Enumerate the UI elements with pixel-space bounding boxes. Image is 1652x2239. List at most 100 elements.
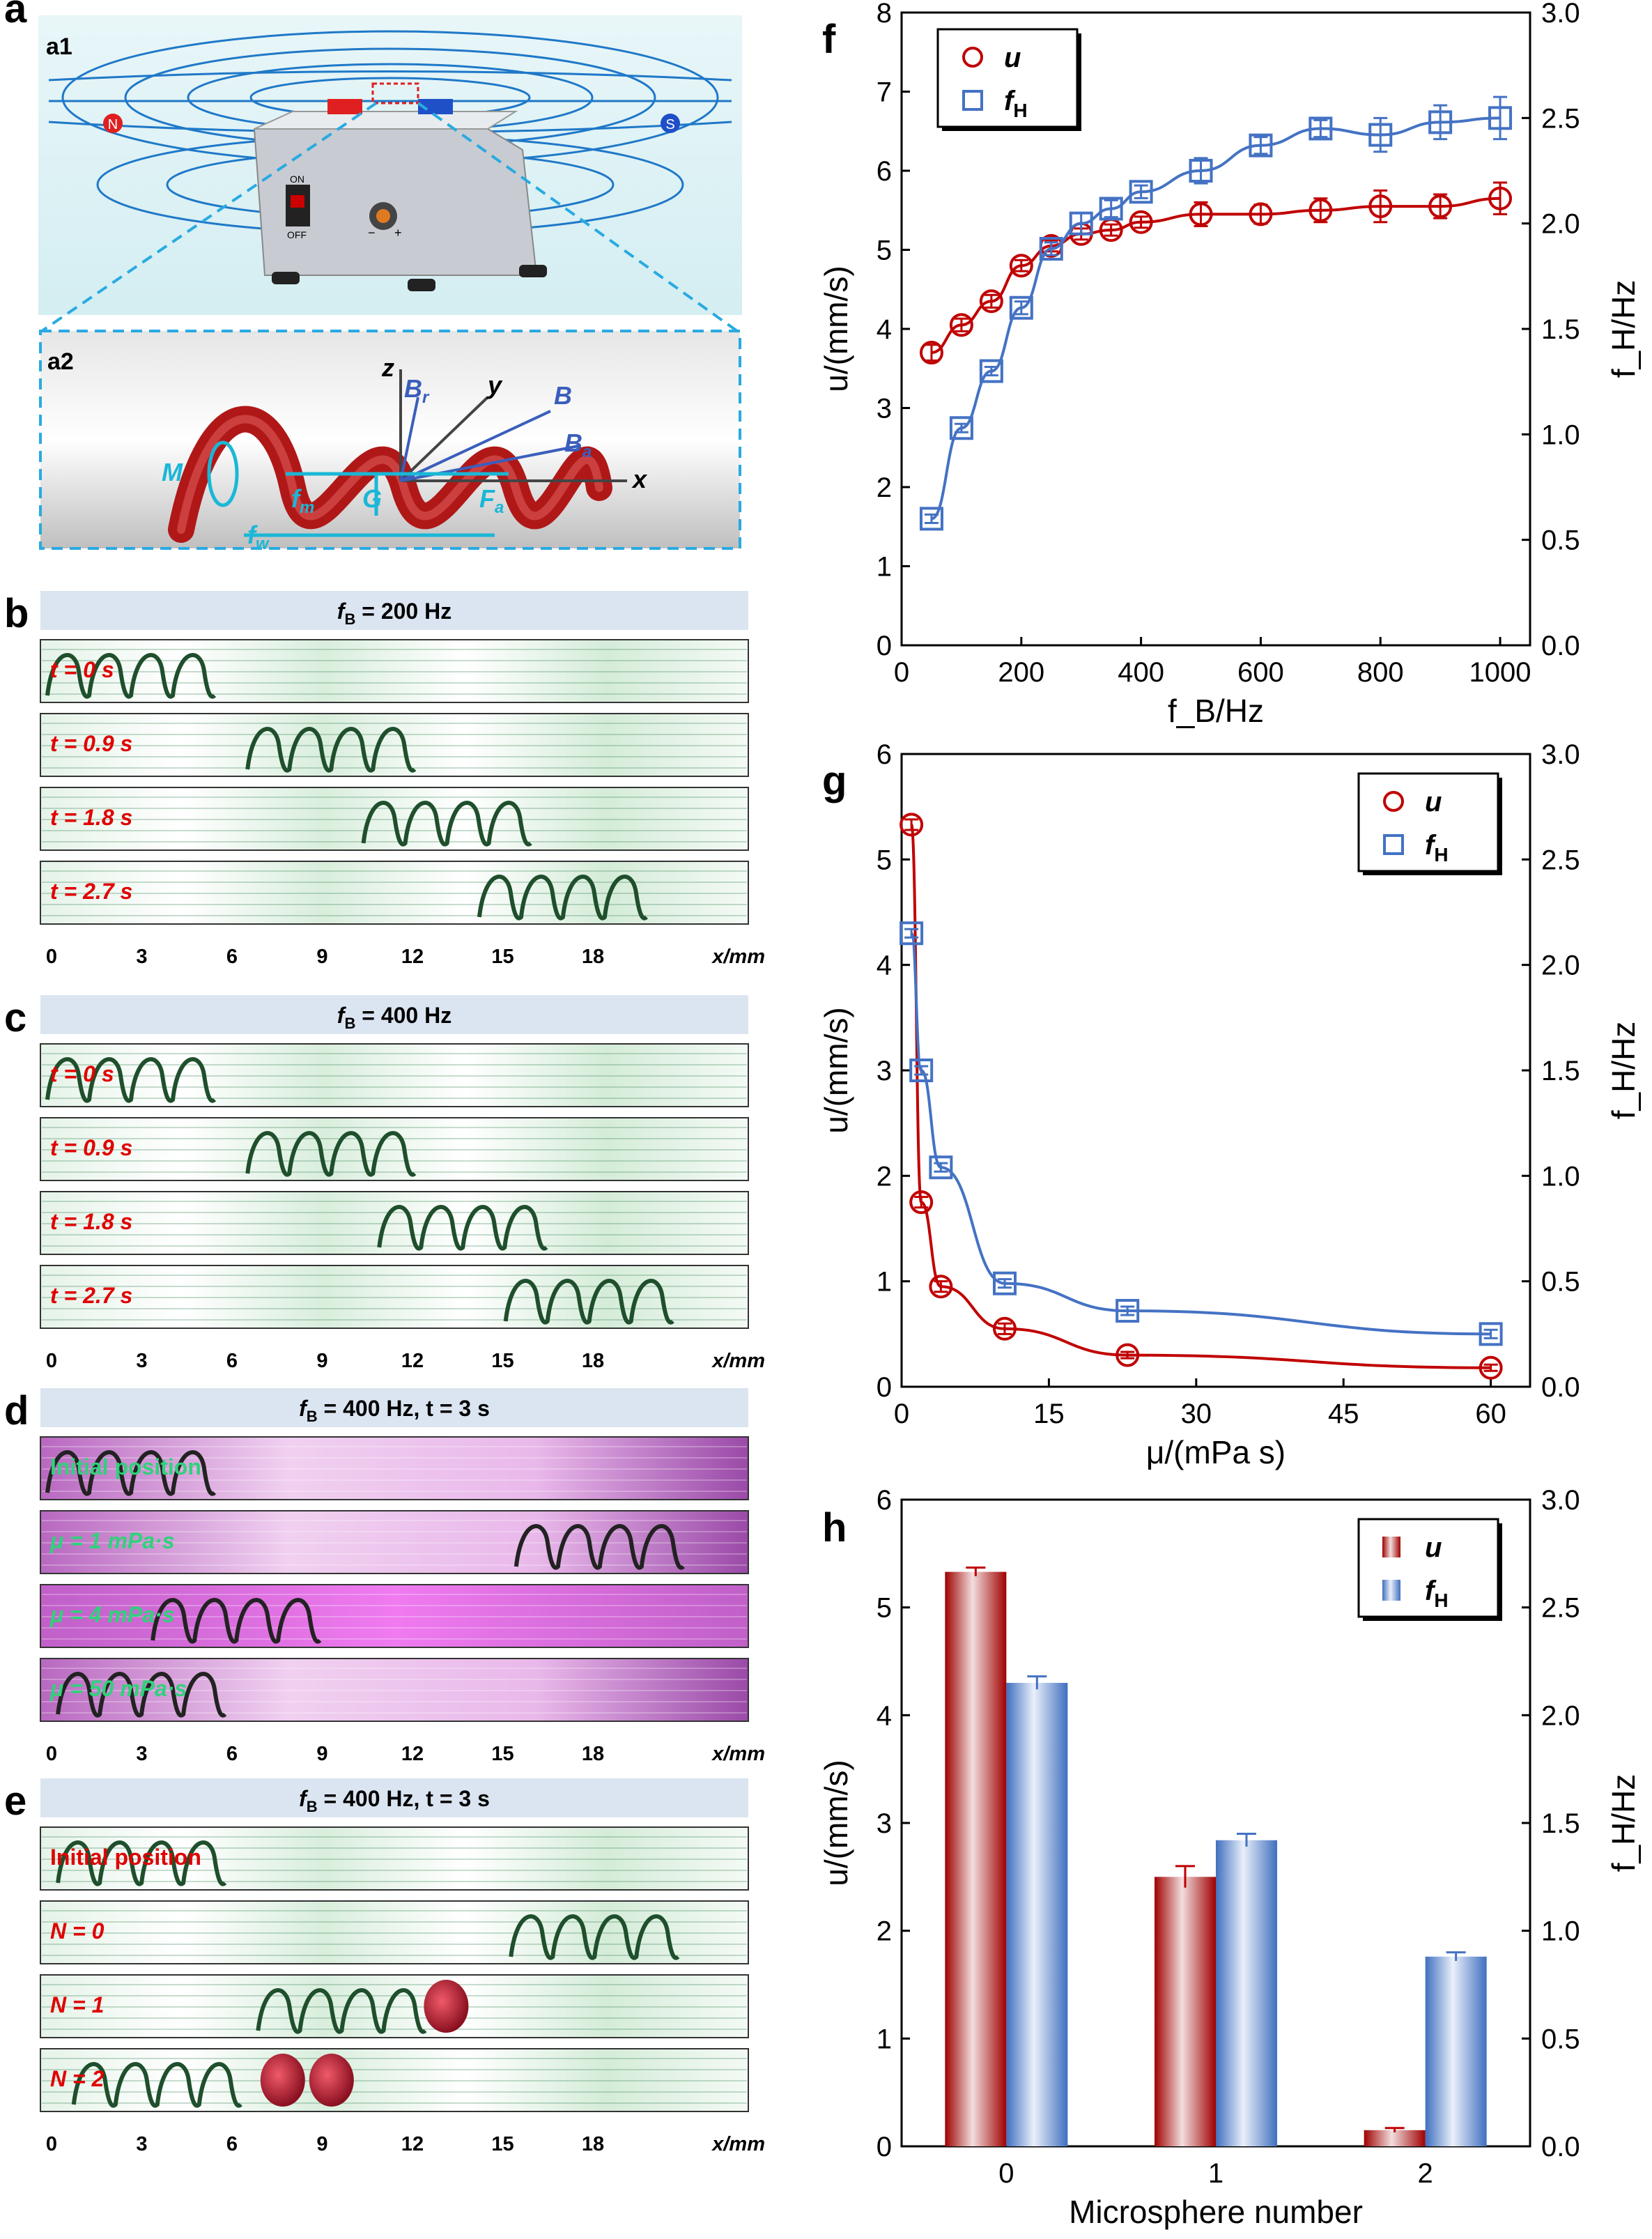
data-point-f_H (900, 921, 924, 946)
legend-label: fH (1425, 1576, 1449, 1611)
data-point-u (1479, 1355, 1503, 1380)
x-tick-label: 800 (1357, 657, 1404, 688)
strip-row (40, 713, 749, 777)
strip-row (40, 1974, 749, 2038)
strip-row-label: N = 0 (50, 1918, 105, 1944)
y2-tick-label: 0.0 (1541, 2132, 1580, 2162)
title-sub: B (344, 610, 355, 628)
strip-row-label: N = 1 (50, 1992, 104, 2017)
y-axis-title: u/(mm/s) (818, 1760, 854, 1886)
y2-tick-label: 2.0 (1541, 951, 1580, 981)
helix-snapshot (45, 653, 217, 699)
strip-tick-label: 12 (401, 1743, 424, 1765)
data-point-f_H (909, 1059, 934, 1082)
pole-s-label: S (665, 117, 674, 132)
legend-sub: H (1434, 1590, 1448, 1611)
y2-tick-label: 2.0 (1541, 209, 1580, 240)
data-point-f_H (979, 359, 1003, 383)
strip-tick-label: 12 (401, 2133, 424, 2155)
y2-tick-label: 3.0 (1541, 1485, 1580, 1516)
vector-fm: fm (291, 484, 314, 517)
data-point-u (1129, 210, 1153, 234)
y-tick-label: 2 (877, 472, 892, 503)
strip-x-label: x/mm (711, 1350, 765, 1372)
helix-snapshot (56, 1840, 227, 1886)
coordinate-axes (399, 369, 627, 482)
data-point-f_H (1189, 159, 1213, 183)
y2-tick-label: 1.5 (1541, 1808, 1580, 1839)
legend-square-marker (962, 90, 983, 111)
strip-row-label: t = 2.7 s (50, 1283, 132, 1308)
microsphere (309, 2054, 354, 2107)
data-point-f_H (1009, 295, 1033, 320)
strip-row-label: μ = 1 mPa·s (49, 1528, 175, 1553)
data-point-f_H (949, 416, 973, 440)
strip-title: fB = 400 Hz (337, 1003, 451, 1032)
vector-b: B (554, 381, 572, 410)
strip-tick-label: 6 (226, 1743, 238, 1765)
x-tick-label: 0 (894, 657, 909, 688)
strip-tick-label: 18 (582, 946, 604, 968)
strip-tick-label: 3 (136, 2133, 147, 2155)
legend-name: f (1425, 1576, 1437, 1606)
panel-letter-a: a (4, 0, 27, 31)
bar-u (1155, 1877, 1216, 2146)
data-point-f_H (1129, 180, 1153, 204)
helix-snapshot (245, 727, 417, 773)
x-axis-title: f_B/Hz (1168, 693, 1264, 729)
data-point-f_H (1488, 106, 1513, 130)
title-rest: = 400 Hz, t = 3 s (318, 1786, 490, 1811)
legend-circle-marker (962, 47, 983, 68)
a2-frame (39, 330, 741, 550)
strip-tick-label: 15 (491, 1350, 514, 1372)
helix-highlight (177, 415, 603, 534)
coil-device: ON OFF − + (253, 82, 547, 291)
y2-tick-label: 2.0 (1541, 1700, 1580, 1731)
data-point-u (929, 1275, 953, 1299)
legend-label: u (1425, 1532, 1442, 1563)
y-tick-label: 1 (877, 1267, 892, 1298)
helix-snapshot (256, 1988, 427, 2034)
vector-ba: Ba (564, 429, 592, 461)
legend-square-marker (1383, 834, 1404, 855)
y2-tick-label: 1.0 (1541, 1161, 1580, 1192)
y2-axis-title: f_H/Hz (1605, 1022, 1642, 1120)
y-tick-label: 6 (877, 1485, 892, 1516)
x-tick-label: 400 (1118, 657, 1164, 688)
strip-tick-label: 12 (401, 1350, 424, 1372)
strip-tick-label: 12 (401, 946, 424, 968)
data-point-u (949, 313, 973, 337)
y-tick-label: 6 (877, 156, 892, 187)
data-point-f_H (919, 507, 943, 531)
y2-tick-label: 0.5 (1541, 2024, 1580, 2054)
data-point-u (919, 341, 943, 365)
x-tick-label: 200 (998, 657, 1044, 688)
strip-row-label: t = 0.9 s (50, 1135, 132, 1160)
y-tick-label: 4 (877, 314, 892, 345)
x-tick-label: 60 (1475, 1399, 1506, 1429)
legend-box (1357, 1518, 1499, 1618)
y2-tick-label: 0.5 (1541, 525, 1580, 556)
legend-name: u (1425, 787, 1442, 817)
y-tick-label: 3 (877, 1056, 892, 1086)
title-f: f (337, 1003, 347, 1028)
zoom-line-left (40, 102, 378, 332)
pole-n-label: N (108, 117, 118, 132)
device-on-label: ON (290, 174, 304, 185)
strip-row-label: t = 0 s (50, 657, 114, 682)
vector-g: G (362, 484, 382, 513)
legend-box (1357, 772, 1499, 872)
data-point-u (1189, 202, 1213, 226)
strip-title-bar (40, 1388, 748, 1427)
helix-snapshot (45, 1057, 217, 1103)
strip-tick-label: 18 (582, 1350, 604, 1372)
strip-row-label: t = 2.7 s (50, 879, 132, 904)
y-tick-label: 0 (877, 631, 892, 661)
strip-tick-label: 0 (46, 2133, 57, 2155)
microsphere (260, 2054, 305, 2107)
device-off-label: OFF (287, 229, 307, 240)
strip-row-label: t = 0 s (50, 1061, 114, 1086)
strip-x-label: x/mm (711, 946, 765, 968)
panel-d: d fB = 400 Hz, t = 3 s Initial position μ =… (4, 1388, 765, 1765)
data-point-f_H (1039, 236, 1063, 261)
